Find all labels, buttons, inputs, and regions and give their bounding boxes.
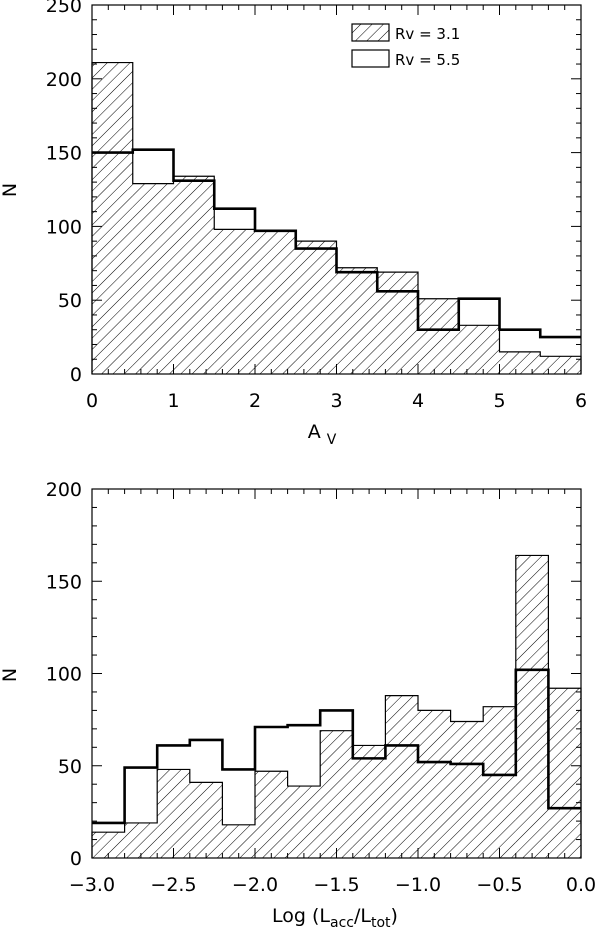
x-axis-title-mid: /L (354, 905, 371, 927)
x-tick-label: 0.0 (566, 874, 596, 896)
outline-step-line (92, 668, 581, 825)
legend-label-rv31: Rv = 3.1 (395, 25, 460, 43)
hatched-step-outline (91, 554, 582, 858)
hatched-bar (214, 229, 255, 374)
hatched-bar (458, 325, 500, 374)
x-tick-label: 0 (86, 390, 98, 412)
x-tick-label: −0.5 (476, 874, 522, 896)
hatched-bar (92, 62, 133, 375)
hatched-bar (336, 267, 378, 374)
hatched-bar (189, 782, 223, 858)
hatched-bar (352, 745, 386, 858)
hatched-bar (548, 688, 581, 858)
x-tick-label: −3.0 (69, 874, 115, 896)
y-tick-label: 100 (46, 216, 82, 238)
hatched-bar (418, 298, 459, 374)
y-axis-title: N (0, 183, 21, 197)
hatched-bar (132, 183, 174, 374)
y-tick-label: 250 (46, 0, 82, 17)
x-axis-title-subscript-tot: tot (371, 915, 391, 931)
hatched-histogram-rv31 (91, 554, 582, 858)
outline-histogram-rv55 (92, 148, 581, 339)
legend-swatch-outline (351, 49, 390, 68)
x-tick-label: −2.5 (150, 874, 196, 896)
hatched-bar (540, 356, 581, 374)
outline-step-line (92, 148, 581, 339)
hatched-bar (385, 695, 418, 858)
x-axis-title-main: Log (L (272, 905, 330, 927)
histogram-lacc-panel: −3.0 −2.5 −2.0 −1.5 −1.0 −0.5 0.0 0 50 100 150 200… (0, 479, 596, 931)
x-axis-title-subscript-acc: acc (330, 915, 354, 931)
x-tick-label: −1.0 (395, 874, 441, 896)
hatched-histogram-rv31 (91, 61, 582, 375)
hatched-bar (515, 555, 549, 858)
x-tick-label: 6 (575, 390, 587, 412)
hatched-bar (377, 272, 418, 374)
hatched-bar (157, 769, 190, 858)
y-tick-label: 0 (70, 848, 82, 870)
x-axis-title: Log (Lacc/Ltot) (272, 905, 398, 931)
y-tick-label: 50 (58, 756, 82, 778)
hatched-bar (287, 786, 321, 858)
y-axis-title: N (0, 668, 21, 682)
x-tick-label: 1 (167, 390, 179, 412)
x-tick-label: 3 (330, 390, 342, 412)
hatched-bar (255, 230, 296, 374)
hatched-bar (418, 710, 451, 858)
x-tick-labels: −3.0 −2.5 −2.0 −1.5 −1.0 −0.5 0.0 (69, 874, 596, 896)
x-tick-labels: 0 1 2 3 4 5 6 (86, 390, 587, 412)
y-tick-label: 200 (46, 69, 82, 91)
hatched-bar (483, 706, 516, 858)
y-tick-labels: 0 50 100 150 200 (46, 479, 82, 870)
y-tick-label: 0 (70, 364, 82, 386)
y-tick-label: 150 (46, 143, 82, 165)
y-tick-label: 100 (46, 664, 82, 686)
x-tick-label: 5 (493, 390, 505, 412)
x-tick-label: −1.5 (313, 874, 359, 896)
x-tick-label: 4 (412, 390, 424, 412)
hatched-bar (295, 241, 337, 374)
hatched-bar (173, 176, 215, 374)
x-axis-title-main: A (308, 421, 321, 443)
hatched-bar (222, 824, 255, 858)
axis-ticks (91, 4, 582, 375)
hatched-bar (450, 721, 484, 858)
hatched-bar (255, 771, 288, 858)
hatched-bar (320, 730, 353, 858)
y-tick-label: 50 (58, 290, 82, 312)
x-tick-label: 2 (249, 390, 261, 412)
y-tick-label: 150 (46, 571, 82, 593)
hatched-bar (499, 351, 541, 374)
legend-label-rv55: Rv = 5.5 (395, 51, 460, 69)
legend: Rv = 3.1 Rv = 5.5 (351, 23, 460, 69)
y-tick-label: 200 (46, 479, 82, 501)
hatched-bar (124, 822, 158, 858)
axis-ticks (91, 488, 582, 859)
legend-swatch-hatched (351, 23, 390, 42)
x-axis-title-subscript: V (327, 432, 337, 448)
outline-histogram-rv55 (92, 668, 581, 825)
x-axis-title-end: ) (391, 905, 398, 927)
x-tick-label: −2.0 (232, 874, 278, 896)
y-tick-labels: 0 50 100 150 200 250 (46, 0, 82, 386)
